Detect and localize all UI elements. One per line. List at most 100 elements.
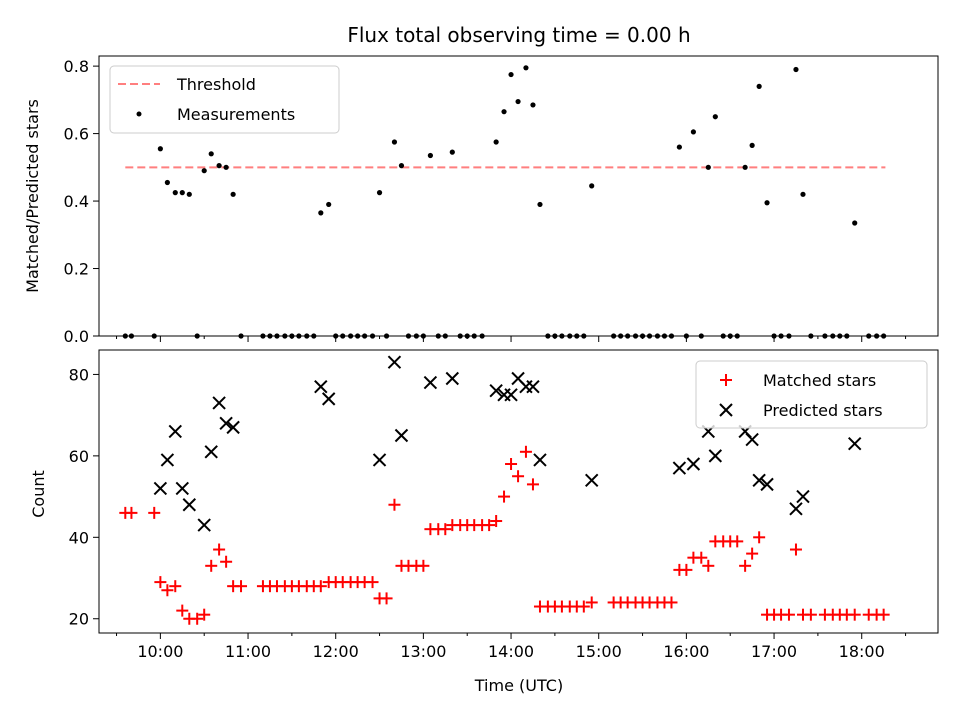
predicted-star-marker bbox=[489, 384, 503, 398]
top-panel: 0.0 0.2 0.4 0.6 0.8 bbox=[64, 55, 939, 346]
predicted-star-marker bbox=[212, 396, 226, 410]
matched-star-marker bbox=[148, 506, 161, 519]
predicted-star-marker bbox=[752, 473, 766, 488]
measurements-legend-swatch bbox=[136, 111, 142, 117]
measurement-point bbox=[530, 102, 536, 108]
predicted-star-marker bbox=[219, 416, 233, 431]
predicted-star-marker bbox=[160, 453, 175, 467]
matched-star-marker bbox=[585, 596, 598, 609]
matched-stars-legend-swatch bbox=[720, 374, 732, 386]
bottom-y-tick-label: 80 bbox=[69, 365, 89, 384]
bottom-legend-frame bbox=[695, 360, 928, 429]
matched-star-marker bbox=[213, 543, 226, 556]
matched-star-marker bbox=[388, 498, 401, 511]
predicted-star-marker bbox=[533, 453, 547, 467]
predicted-star-marker bbox=[372, 453, 387, 467]
predicted-star-marker bbox=[526, 379, 540, 394]
measurement-point bbox=[391, 139, 398, 145]
measurement-point bbox=[230, 191, 236, 197]
matched-star-marker bbox=[746, 547, 759, 560]
bottom-x-tick-label: 11:00 bbox=[225, 642, 271, 661]
matched-star-marker bbox=[220, 555, 233, 568]
predicted-star-marker bbox=[226, 420, 240, 435]
matched-star-marker bbox=[702, 559, 715, 572]
top-chart-title: Flux total observing time = 0.00 h bbox=[347, 23, 690, 47]
measurement-point bbox=[376, 190, 383, 196]
measurement-point bbox=[793, 66, 799, 73]
matched-star-marker bbox=[877, 608, 890, 621]
matched-star-marker bbox=[519, 445, 532, 458]
top-y-tick-label: 0.0 bbox=[64, 327, 89, 346]
measurement-point bbox=[800, 191, 806, 197]
measurement-point bbox=[164, 179, 170, 186]
bottom-y-tick-label: 40 bbox=[69, 528, 89, 547]
matched-star-marker bbox=[577, 600, 590, 613]
measurement-point bbox=[398, 163, 405, 169]
matched-star-marker bbox=[665, 596, 678, 609]
measurements-legend-label: Measurements bbox=[177, 105, 295, 124]
measurement-point bbox=[852, 220, 858, 226]
threshold-legend-label: Threshold bbox=[176, 75, 256, 94]
measurement-point bbox=[742, 164, 748, 170]
matched-star-marker bbox=[526, 478, 539, 491]
matched-star-marker bbox=[439, 523, 452, 536]
predicted-star-marker bbox=[175, 481, 189, 496]
predicted-star-marker bbox=[445, 371, 460, 386]
matched-star-marker bbox=[498, 490, 511, 503]
predicted-star-marker bbox=[796, 489, 810, 504]
matched-star-marker bbox=[314, 580, 327, 593]
measurement-point bbox=[427, 152, 433, 159]
predicted-star-marker bbox=[168, 424, 182, 439]
measurement-point bbox=[172, 190, 178, 196]
measurement-point bbox=[523, 65, 529, 71]
matched-star-marker bbox=[483, 519, 496, 532]
predicted-star-marker bbox=[197, 518, 211, 532]
predicted-star-marker bbox=[708, 449, 723, 463]
matched-star-marker bbox=[680, 563, 693, 576]
bottom-x-tick-label: 15:00 bbox=[576, 642, 622, 661]
matched-star-marker bbox=[490, 515, 503, 528]
measurement-point bbox=[318, 210, 324, 216]
measurement-point bbox=[749, 142, 755, 148]
top-y-tick-label: 0.6 bbox=[64, 125, 89, 144]
bottom-axes-frame bbox=[98, 349, 939, 634]
measurement-point bbox=[493, 139, 499, 145]
measurement-point bbox=[501, 109, 507, 115]
top-y-tick-label: 0.8 bbox=[64, 57, 89, 76]
bottom-x-tick-label: 16:00 bbox=[663, 642, 709, 661]
predicted-star-marker bbox=[204, 445, 218, 459]
matched-star-marker bbox=[512, 470, 525, 483]
bottom-x-axis-label: Time (UTC) bbox=[474, 676, 563, 695]
bottom-x-tick-label: 13:00 bbox=[400, 642, 446, 661]
predicted-star-marker bbox=[686, 457, 701, 471]
bottom-x-tick-label: 10:00 bbox=[137, 642, 183, 661]
measurement-point bbox=[705, 164, 711, 170]
measurement-point bbox=[764, 200, 770, 206]
predicted-star-marker bbox=[745, 432, 759, 447]
top-legend: Threshold Measurements bbox=[109, 65, 340, 134]
measurement-point bbox=[508, 71, 514, 78]
predicted-star-marker bbox=[394, 428, 409, 443]
predicted-star-marker bbox=[321, 392, 336, 406]
matched-star-marker bbox=[191, 612, 204, 625]
matched-star-marker bbox=[739, 559, 752, 572]
matched-star-marker bbox=[505, 458, 518, 471]
matched-star-marker bbox=[154, 576, 167, 589]
measurement-point bbox=[449, 149, 455, 155]
predicted-stars-legend-swatch bbox=[719, 403, 733, 417]
predicted-star-marker bbox=[182, 498, 197, 512]
matched-star-marker bbox=[125, 506, 138, 519]
bottom-y-axis-label: Count bbox=[29, 470, 48, 518]
measurement-point bbox=[515, 98, 521, 105]
bottom-x-tick-label: 18:00 bbox=[839, 642, 885, 661]
predicted-star-marker bbox=[848, 436, 862, 451]
bottom-x-tick-label: 17:00 bbox=[751, 642, 797, 661]
measurement-point bbox=[201, 168, 207, 174]
matched-star-marker bbox=[731, 535, 744, 548]
matched-star-marker bbox=[804, 608, 817, 621]
bottom-x-tick-label: 12:00 bbox=[313, 642, 359, 661]
matched-star-marker bbox=[695, 551, 708, 564]
measurement-point bbox=[157, 146, 163, 152]
measurement-point bbox=[326, 201, 332, 208]
